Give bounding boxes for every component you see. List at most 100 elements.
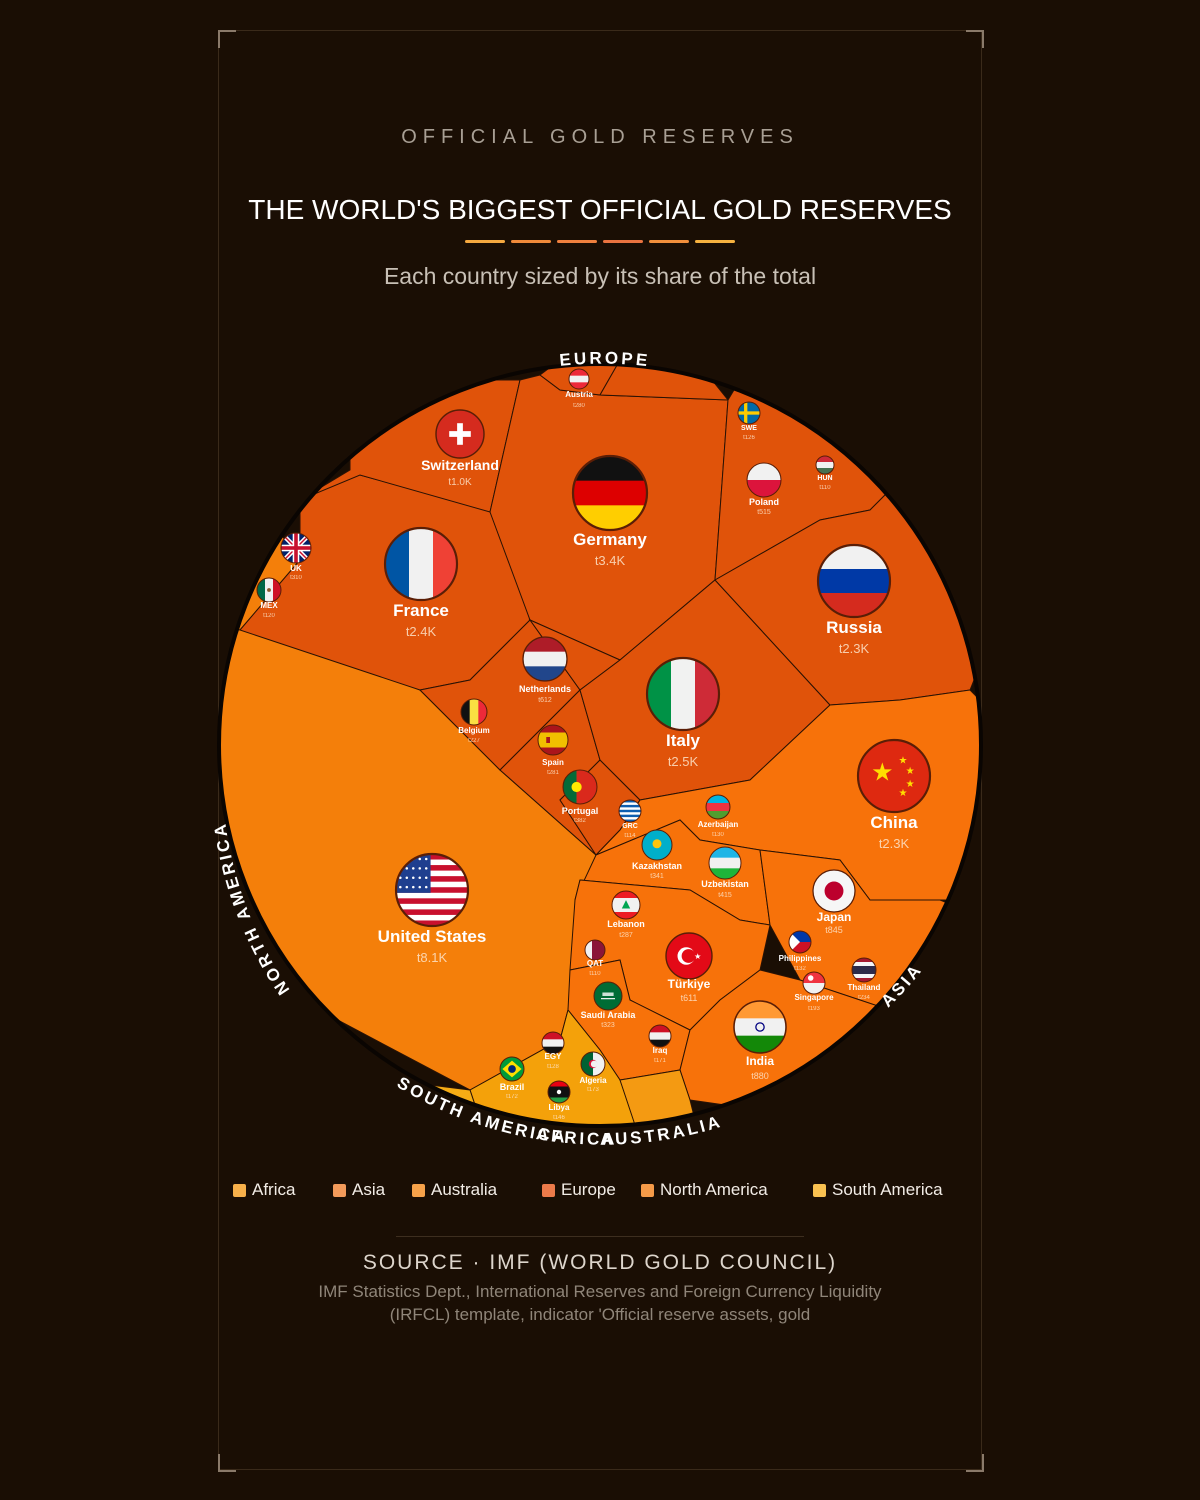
country-value: t612 bbox=[538, 697, 552, 704]
philippines-flag-icon bbox=[788, 930, 812, 954]
country-mark-belgium: Belgium t227 bbox=[458, 698, 490, 744]
singapore-flag-icon bbox=[802, 971, 826, 995]
country-mark-portugal: Portugal t382 bbox=[562, 769, 599, 824]
legend-swatch bbox=[813, 1183, 826, 1197]
country-value: t2.3K bbox=[839, 641, 870, 656]
country-mark-kazakhstan: Kazakhstan t341 bbox=[632, 829, 682, 880]
rule-segment bbox=[603, 240, 643, 243]
legend-swatch bbox=[333, 1183, 346, 1197]
saudi-flag-icon bbox=[593, 981, 623, 1011]
country-value: t171 bbox=[654, 1058, 666, 1064]
country-value: t173 bbox=[587, 1087, 599, 1093]
country-value: t1.0K bbox=[448, 477, 472, 488]
chart-kicker: OFFICIAL GOLD RESERVES bbox=[401, 126, 799, 148]
country-label: Poland bbox=[749, 497, 779, 507]
mexico-flag-icon bbox=[256, 577, 282, 603]
country-label: HUN bbox=[817, 475, 832, 482]
country-mark-philippines: Philippines t132 bbox=[779, 930, 822, 972]
country-label: China bbox=[870, 813, 918, 832]
azerbaijan-flag-icon bbox=[705, 794, 731, 820]
country-label: Libya bbox=[549, 1103, 570, 1112]
svg-text:★: ★ bbox=[694, 952, 701, 961]
frame-corner-tr bbox=[966, 30, 984, 48]
russia-flag-icon bbox=[816, 543, 892, 619]
country-value: t2.5K bbox=[668, 754, 699, 769]
country-mark-netherlands: Netherlands t612 bbox=[519, 636, 571, 704]
country-value: t227 bbox=[468, 738, 480, 744]
svg-text:★: ★ bbox=[906, 779, 915, 790]
country-mark-swe: SWE t126 bbox=[737, 401, 761, 441]
country-mark-algeria: Algeria t173 bbox=[579, 1051, 607, 1093]
country-value: t287 bbox=[619, 932, 633, 939]
legend-label: Africa bbox=[252, 1180, 296, 1199]
germany-flag-icon bbox=[571, 454, 649, 532]
us-flag-icon bbox=[394, 852, 470, 928]
country-label: Belgium bbox=[458, 726, 490, 735]
country-label: QAT bbox=[587, 959, 603, 968]
country-value: t611 bbox=[681, 993, 698, 1003]
austria-flag-icon bbox=[568, 368, 590, 390]
country-label: Iraq bbox=[653, 1046, 668, 1055]
country-mark-thailand: Thailand t234 bbox=[848, 957, 881, 1001]
legend-swatch bbox=[412, 1183, 425, 1197]
country-value: t310 bbox=[290, 575, 302, 581]
country-label: UK bbox=[290, 564, 302, 573]
portugal-flag-icon bbox=[562, 769, 598, 805]
legend-label: North America bbox=[660, 1180, 768, 1199]
country-mark-switzerland: Switzerland t1.0K bbox=[421, 409, 499, 488]
country-value: t280 bbox=[573, 403, 585, 409]
country-mark-grc: GRC t114 bbox=[618, 799, 642, 839]
country-value: t110 bbox=[589, 971, 601, 977]
country-mark-egy: EGY t128 bbox=[541, 1031, 565, 1070]
country-mark-spain: Spain t281 bbox=[537, 724, 569, 776]
legend-item-north-america: North America bbox=[641, 1180, 768, 1200]
country-value: t120 bbox=[263, 613, 275, 619]
country-value: t341 bbox=[650, 873, 664, 880]
uk-flag-icon bbox=[280, 532, 312, 564]
country-label: Netherlands bbox=[519, 684, 571, 694]
rule-segment bbox=[649, 240, 689, 243]
brazil-flag-icon bbox=[499, 1056, 525, 1082]
country-mark-libya: Libya t146 bbox=[547, 1080, 571, 1121]
legend-swatch bbox=[641, 1183, 654, 1197]
country-label: Saudi Arabia bbox=[581, 1010, 637, 1020]
country-label: Brazil bbox=[500, 1082, 525, 1092]
svg-text:★: ★ bbox=[871, 758, 894, 786]
title-rule bbox=[465, 240, 735, 243]
greece-flag-icon bbox=[618, 799, 642, 823]
rule-segment bbox=[511, 240, 551, 243]
country-value: t110 bbox=[819, 485, 831, 491]
sweden-flag-icon bbox=[737, 401, 761, 425]
country-mark-france: France t2.4K bbox=[383, 526, 459, 639]
country-value: t845 bbox=[825, 925, 843, 935]
country-mark-azerbaijan: Azerbaijan t130 bbox=[698, 794, 738, 838]
country-label: Lebanon bbox=[607, 919, 645, 929]
country-mark-austria: Austria t280 bbox=[565, 368, 593, 409]
country-label: Türkiye bbox=[668, 977, 711, 991]
chart-subtitle: Each country sized by its share of the t… bbox=[383, 263, 817, 289]
country-label: Portugal bbox=[562, 806, 599, 816]
chart-title: THE WORLD'S BIGGEST OFFICIAL GOLD RESERV… bbox=[248, 194, 952, 225]
country-label: Singapore bbox=[794, 993, 834, 1002]
switzerland-flag-icon bbox=[435, 409, 485, 459]
continent-label-europe: EUROPE bbox=[559, 349, 652, 371]
frame-corner-br bbox=[966, 1454, 984, 1472]
chart-outline bbox=[217, 362, 983, 1128]
svg-text:★: ★ bbox=[898, 788, 907, 799]
country-value: t2.3K bbox=[879, 836, 910, 851]
country-value: t193 bbox=[808, 1006, 820, 1012]
country-value: t880 bbox=[751, 1071, 769, 1081]
country-mark-russia: Russia t2.3K bbox=[816, 543, 892, 656]
legend-label: South America bbox=[832, 1180, 943, 1199]
country-mark-uzbekistan: Uzbekistan t415 bbox=[701, 846, 749, 899]
country-mark-saudi-arabia: Saudi Arabia t323 bbox=[581, 981, 637, 1029]
country-value: t2.4K bbox=[406, 624, 437, 639]
country-mark-uk: UK t310 bbox=[280, 532, 312, 581]
legend-item-africa: Africa bbox=[233, 1180, 295, 1200]
country-label: Spain bbox=[542, 758, 564, 767]
libya-flag-icon bbox=[547, 1080, 571, 1104]
country-label: Uzbekistan bbox=[701, 879, 749, 889]
country-label: Italy bbox=[666, 731, 701, 750]
legend-label: Asia bbox=[352, 1180, 386, 1199]
